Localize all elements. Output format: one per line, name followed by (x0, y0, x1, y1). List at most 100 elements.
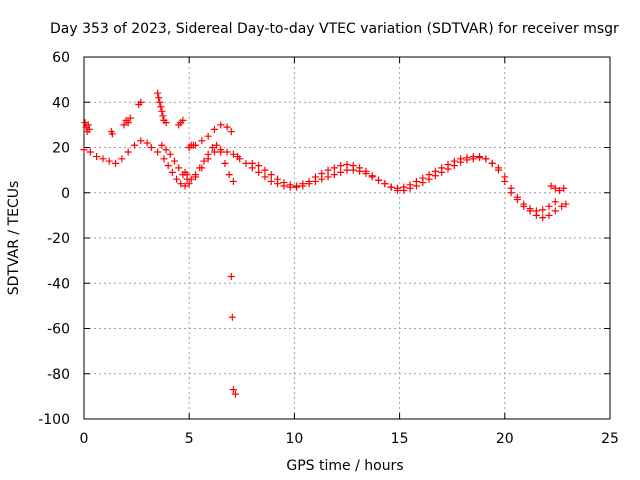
data-point (375, 176, 383, 184)
data-point (488, 159, 496, 167)
data-point (267, 177, 275, 185)
data-point (255, 162, 263, 170)
data-point (501, 177, 509, 185)
data-point (494, 166, 502, 174)
data-point (179, 116, 187, 124)
data-point (551, 184, 559, 192)
data-point (229, 177, 237, 185)
data-point (130, 141, 138, 149)
x-tick-label: 15 (391, 431, 409, 447)
data-point (84, 121, 92, 129)
data-point (124, 148, 132, 156)
data-point (381, 180, 389, 188)
data-point (513, 196, 521, 204)
data-point (120, 121, 128, 129)
axis-ticks (83, 56, 611, 420)
data-point (463, 154, 471, 162)
y-tick-label: 40 (52, 95, 70, 111)
data-point (181, 182, 189, 190)
data-point (356, 164, 364, 172)
y-tick-label: 20 (52, 141, 70, 157)
y-tick-label: -20 (47, 231, 70, 247)
x-axis-label: GPS time / hours (286, 458, 403, 474)
data-point (143, 139, 151, 147)
data-point (406, 181, 414, 189)
data-point (539, 206, 547, 214)
data-point (444, 160, 452, 168)
data-point (280, 179, 288, 187)
y-tick-label: -80 (47, 367, 70, 383)
data-point (337, 162, 345, 170)
data-point (183, 171, 191, 179)
data-point (154, 148, 162, 156)
data-point (187, 175, 195, 183)
data-point (229, 386, 237, 394)
data-point (223, 148, 231, 156)
x-tick-label: 0 (80, 431, 89, 447)
data-point (189, 141, 197, 149)
data-point (210, 125, 218, 133)
data-point (210, 148, 218, 156)
data-point (558, 202, 566, 210)
data-point (261, 166, 269, 174)
data-point (343, 160, 351, 168)
data-point (154, 89, 162, 97)
data-point (507, 189, 515, 197)
data-point (158, 107, 166, 115)
data-point (86, 148, 94, 156)
data-point (349, 162, 357, 170)
data-point (196, 164, 204, 172)
data-point (112, 159, 120, 167)
data-point (80, 146, 88, 154)
data-point (173, 175, 181, 183)
data-point (227, 272, 235, 280)
data-point (248, 159, 256, 167)
data-point (438, 164, 446, 172)
series-main-trace (80, 137, 570, 222)
data-point (318, 170, 326, 178)
data-point (198, 137, 206, 145)
data-point (229, 150, 237, 158)
data-point (425, 171, 433, 179)
data-point (208, 144, 216, 151)
data-point (93, 153, 101, 161)
data-point (166, 150, 174, 158)
data-point (526, 205, 534, 213)
data-point (204, 132, 212, 140)
data-point (330, 171, 338, 179)
data-point (274, 175, 282, 183)
data-point (177, 180, 185, 188)
tick-labels: 0 5 10 15 20 25 -100 -80 -60 -40 -20 0 20 40 60 (38, 50, 619, 447)
data-point (124, 119, 132, 127)
data-point (520, 202, 528, 210)
data-point (330, 164, 338, 172)
data-point (562, 200, 570, 208)
data-point (337, 168, 345, 176)
chart-title: Day 353 of 2023, Sidereal Day-to-day VTE… (50, 21, 619, 37)
data-point (362, 167, 370, 175)
data-point (419, 174, 427, 182)
data-point (225, 171, 233, 179)
data-point (137, 137, 145, 145)
y-tick-label: -100 (38, 412, 70, 428)
series-clusters (81, 89, 568, 398)
data-point (137, 98, 145, 106)
y-tick-label: -40 (47, 276, 70, 292)
data-point (324, 173, 332, 181)
data-point (156, 98, 164, 106)
data-point (158, 141, 166, 149)
data-point (223, 123, 231, 131)
data-point (450, 157, 458, 165)
x-tick-label: 5 (185, 431, 194, 447)
data-point (311, 173, 319, 181)
data-point (556, 186, 564, 194)
data-point (192, 171, 200, 179)
data-point (126, 114, 134, 122)
data-point (400, 183, 408, 191)
data-point (105, 157, 113, 165)
data-point (227, 128, 235, 136)
y-tick-label: 0 (61, 186, 70, 202)
data-point (393, 184, 401, 192)
data-point (299, 180, 307, 188)
